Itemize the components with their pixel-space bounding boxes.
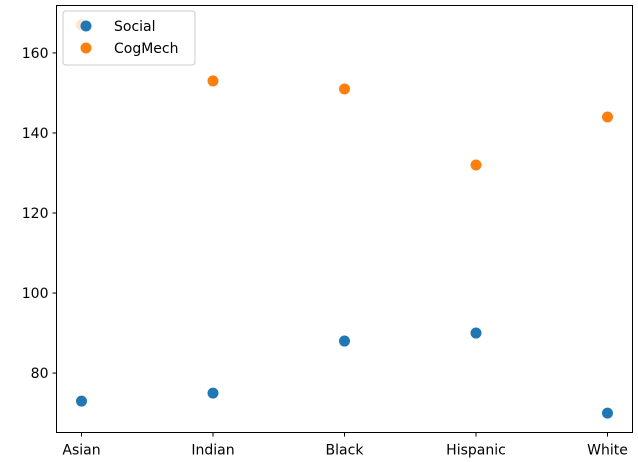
- y-tick-label: 120: [22, 206, 49, 222]
- y-tick-label: 160: [22, 46, 49, 62]
- plot-background: [56, 5, 632, 432]
- point-cogmech-hispanic: [470, 159, 482, 171]
- point-cogmech-white: [602, 111, 613, 123]
- point-social-indian: [207, 387, 219, 399]
- legend-marker-cogmech: [80, 42, 92, 54]
- series-layer: [76, 19, 613, 419]
- point-social-black: [339, 335, 350, 347]
- x-tick-label: White: [587, 443, 628, 459]
- legend: Social CogMech: [62, 10, 196, 66]
- legend-label-social: Social: [114, 19, 156, 35]
- legend-box: [62, 10, 196, 66]
- x-axis: Asian Indian Black Hispanic White: [62, 432, 628, 459]
- x-tick-label: Asian: [62, 443, 100, 459]
- point-cogmech-indian: [207, 75, 219, 87]
- y-tick-label: 140: [22, 126, 49, 142]
- point-social-hispanic: [470, 327, 482, 339]
- legend-label-cogmech: CogMech: [114, 41, 179, 57]
- y-axis: 80 100 120 140 160: [22, 46, 57, 382]
- x-tick-label: Indian: [191, 443, 234, 459]
- y-tick-label: 80: [31, 366, 49, 382]
- plot-frame: [56, 5, 633, 433]
- point-social-white: [602, 407, 613, 419]
- legend-marker-social: [80, 20, 92, 32]
- point-social-asian: [76, 395, 87, 407]
- point-cogmech-black: [339, 83, 350, 95]
- y-tick-label: 100: [22, 286, 49, 302]
- x-tick-label: Hispanic: [446, 443, 506, 459]
- x-tick-label: Black: [326, 443, 365, 459]
